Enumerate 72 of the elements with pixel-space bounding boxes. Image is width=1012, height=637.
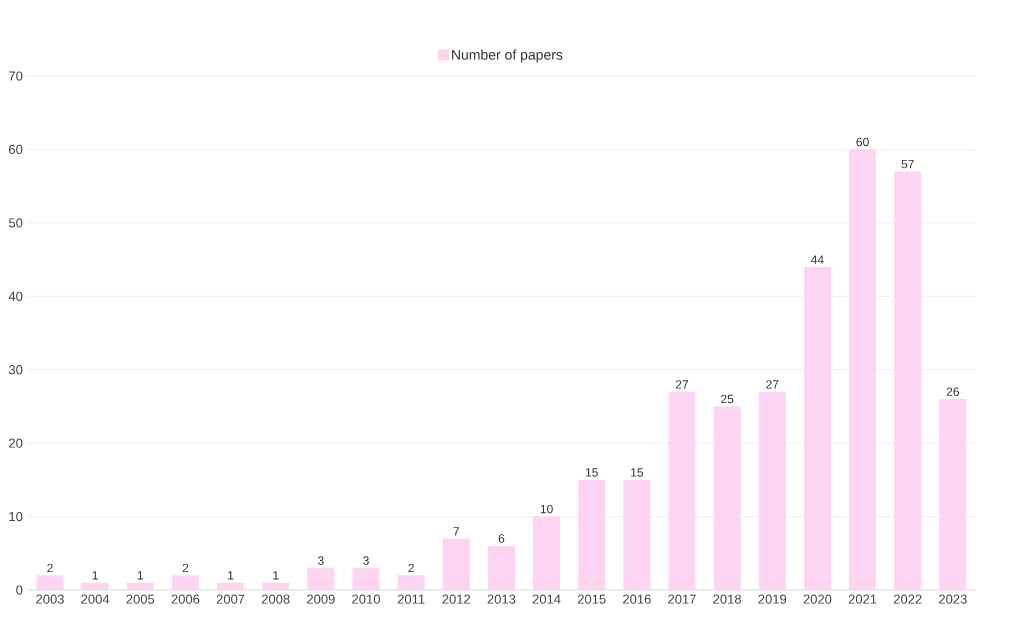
x-tick-label: 2022 (893, 594, 922, 604)
data-label: 26 (946, 387, 960, 396)
bar (623, 479, 651, 590)
bar (894, 171, 922, 590)
bar (217, 582, 245, 590)
legend-label: Number of papers (452, 49, 563, 63)
x-tick-label: 2023 (939, 594, 967, 604)
data-label: 1 (228, 571, 234, 580)
x-tick-label: 2015 (577, 594, 606, 604)
bar (307, 567, 335, 590)
bar (849, 149, 877, 590)
bar (262, 582, 290, 590)
bar (939, 399, 967, 590)
x-tick-label: 2006 (171, 594, 200, 604)
x-tick-label: 2013 (487, 594, 516, 604)
y-tick-label: 20 (9, 438, 23, 448)
bar (668, 391, 696, 590)
x-tick-label: 2020 (803, 594, 832, 604)
y-tick-label: 50 (8, 218, 23, 228)
data-label: 7 (453, 527, 460, 536)
bar (803, 266, 831, 590)
x-tick-label: 2018 (713, 594, 742, 604)
x-tick-label: 2011 (397, 594, 425, 604)
x-tick-label: 2016 (623, 594, 651, 604)
data-label: 44 (811, 255, 824, 264)
data-label: 57 (901, 159, 914, 169)
x-tick-label: 2012 (442, 594, 471, 604)
bar (171, 575, 199, 590)
bar (758, 391, 786, 590)
x-tick-label: 2003 (36, 594, 64, 604)
data-label: 1 (137, 571, 144, 580)
data-label: 1 (273, 571, 279, 580)
y-tick-label: 10 (9, 511, 23, 522)
bar (36, 575, 64, 590)
x-tick-label: 2007 (216, 594, 245, 604)
x-tick-label: 2008 (261, 594, 290, 604)
data-label: 3 (363, 556, 369, 565)
x-tick-label: 2017 (668, 594, 696, 604)
bar (533, 516, 561, 590)
data-label: 15 (631, 468, 644, 477)
data-label: 3 (317, 556, 324, 565)
x-tick-label: 2009 (307, 594, 335, 604)
data-label: 15 (585, 468, 598, 477)
data-label: 1 (92, 571, 98, 580)
data-label: 27 (675, 380, 689, 389)
x-tick-label: 2005 (126, 594, 155, 604)
y-tick-label: 60 (9, 144, 23, 155)
data-label: 2 (182, 563, 189, 573)
x-tick-label: 2021 (848, 594, 877, 604)
y-tick-label: 40 (8, 291, 23, 301)
data-label: 2 (408, 563, 414, 573)
bar (713, 406, 741, 590)
bar (81, 582, 109, 590)
x-tick-label: 2004 (81, 594, 110, 604)
data-label: 25 (721, 394, 734, 404)
data-label: 2 (47, 563, 53, 573)
x-tick-label: 2010 (352, 594, 380, 604)
bar (578, 479, 606, 590)
y-tick-label: 70 (9, 71, 23, 81)
x-tick-label: 2019 (758, 594, 787, 604)
y-tick-label: 30 (8, 365, 23, 375)
data-label: 10 (540, 504, 553, 514)
data-label: 27 (766, 380, 779, 389)
bar (487, 545, 515, 590)
data-label: 60 (856, 137, 869, 147)
bar (126, 582, 154, 590)
y-tick-label: 0 (16, 585, 23, 595)
bar (442, 538, 470, 590)
x-tick-label: 2014 (532, 594, 561, 604)
bar (352, 567, 380, 590)
bar (397, 575, 425, 590)
data-label: 6 (498, 534, 505, 543)
